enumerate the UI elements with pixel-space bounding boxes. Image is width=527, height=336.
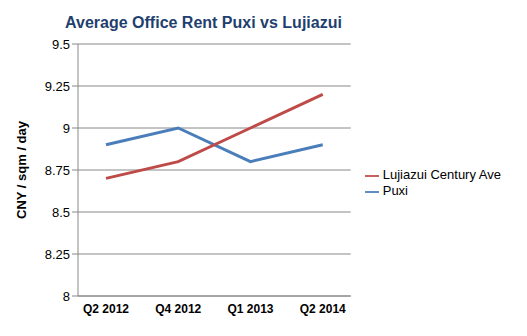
svg-text:Q2 2012: Q2 2012 <box>83 302 129 316</box>
svg-text:Q1 2013: Q1 2013 <box>227 302 273 316</box>
html-text:Average Office Rent Puxi vs Lu: Average Office Rent Puxi vs Lujiazui <box>65 14 342 31</box>
svg-text:CNY / sqm / day: CNY / sqm / day <box>14 120 29 219</box>
svg-text:Q4 2012: Q4 2012 <box>155 302 201 316</box>
html-text:Lujiazui Century Ave: Lujiazui Century Ave <box>382 167 501 183</box>
svg-text:8.25: 8.25 <box>45 247 70 262</box>
svg-text:9.25: 9.25 <box>45 79 70 94</box>
svg-text:9: 9 <box>63 121 70 136</box>
html-text:Puxi: Puxi <box>382 183 408 198</box>
svg-text:8.75: 8.75 <box>45 163 70 178</box>
svg-text:9.5: 9.5 <box>52 38 70 52</box>
svg-text:8.5: 8.5 <box>52 205 70 220</box>
svg-text:Q2 2014: Q2 2014 <box>300 302 346 316</box>
svg-text:8: 8 <box>63 289 70 304</box>
